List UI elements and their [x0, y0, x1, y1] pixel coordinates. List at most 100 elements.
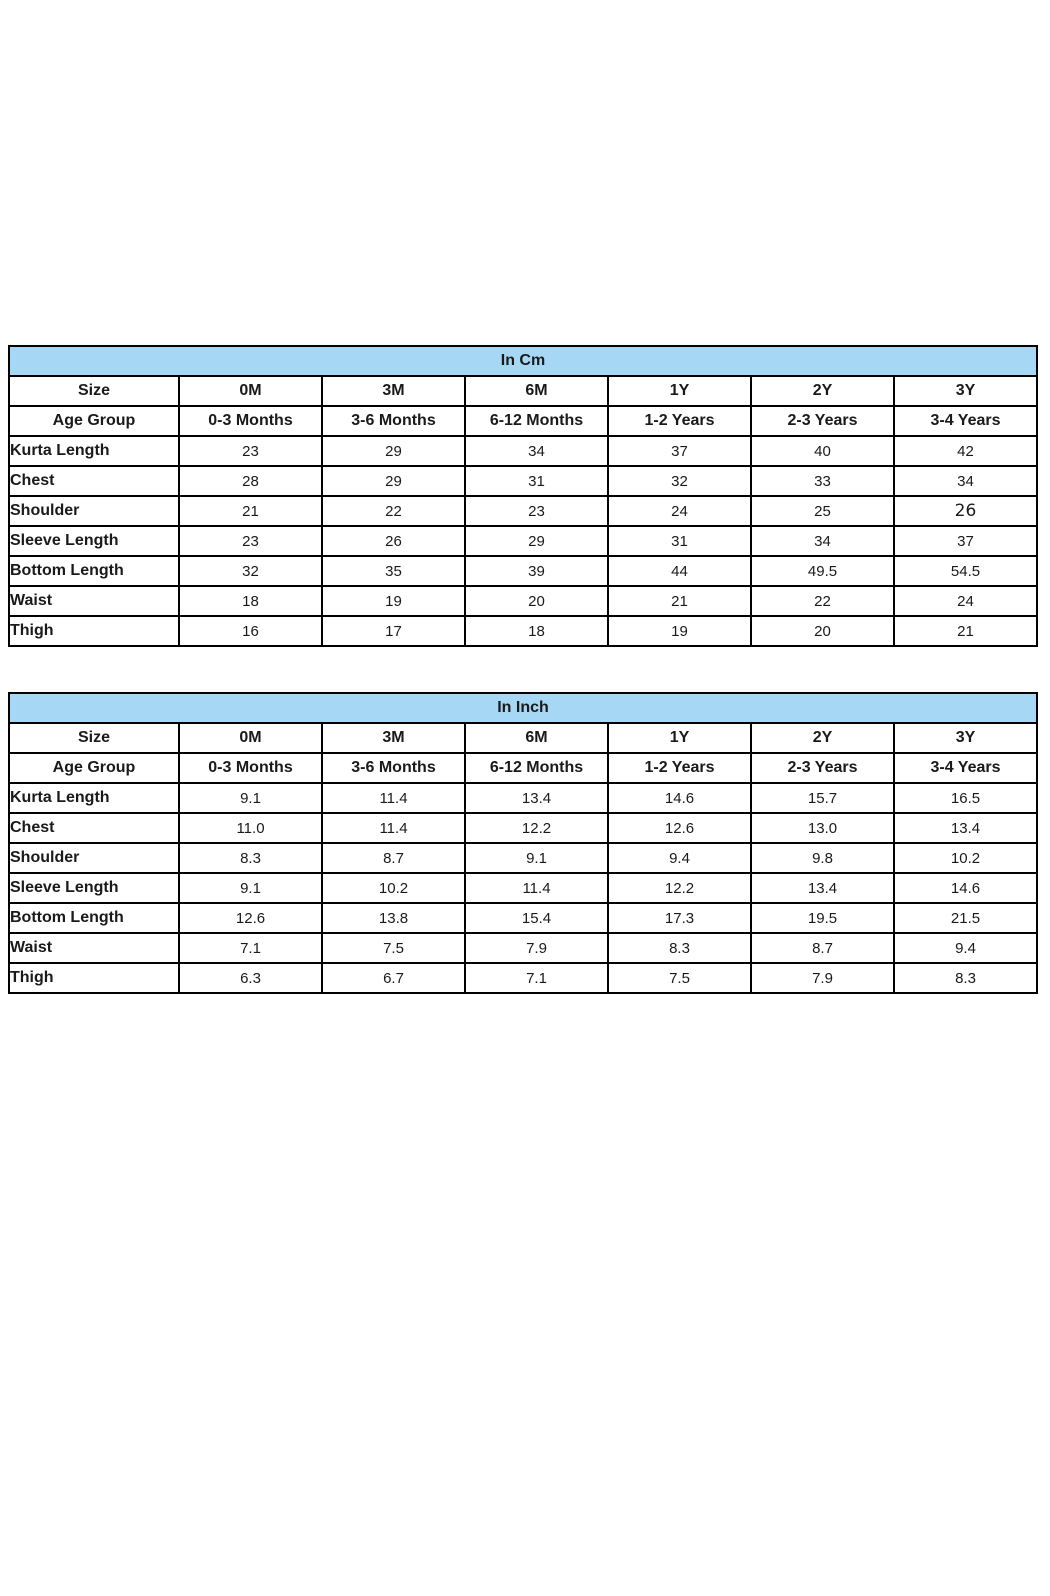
value-cell: 28 — [178, 465, 323, 497]
row-label: Bottom Length — [8, 902, 180, 934]
table-row: Sleeve Length 9.1 10.2 11.4 12.2 13.4 14.6 — [8, 872, 1038, 904]
value-cell: 7.5 — [321, 932, 466, 964]
value-cell: 7.1 — [464, 962, 609, 994]
table-header-row: Size 0M 3M 6M 1Y 2Y 3Y — [8, 722, 1038, 754]
size-chart-table-cm: In Cm Size 0M 3M 6M 1Y 2Y 3Y Age Group 0-3 Months… — [8, 345, 1038, 647]
header-cell: 3Y — [893, 722, 1038, 754]
row-label: Shoulder — [8, 842, 180, 874]
value-cell: 8.3 — [178, 842, 323, 874]
header-cell: 2-3 Years — [750, 405, 895, 437]
value-cell: 21 — [893, 615, 1038, 647]
value-cell: 32 — [178, 555, 323, 587]
header-row-label: Size — [8, 375, 180, 407]
value-cell: 16.5 — [893, 782, 1038, 814]
value-cell: 22 — [321, 495, 466, 527]
value-cell: 8.7 — [750, 932, 895, 964]
value-cell: 14.6 — [893, 872, 1038, 904]
value-cell: 26 — [321, 525, 466, 557]
value-cell: 23 — [464, 495, 609, 527]
table-header-row: Size 0M 3M 6M 1Y 2Y 3Y — [8, 375, 1038, 407]
value-cell: 9.1 — [178, 872, 323, 904]
header-cell: 3Y — [893, 375, 1038, 407]
header-cell: 0-3 Months — [178, 752, 323, 784]
value-cell: 26 — [893, 495, 1038, 527]
header-cell: 3M — [321, 375, 466, 407]
size-chart-table-inch: In Inch Size 0M 3M 6M 1Y 2Y 3Y Age Group 0-3 Mont… — [8, 692, 1038, 994]
row-label: Kurta Length — [8, 782, 180, 814]
row-label: Chest — [8, 465, 180, 497]
value-cell: 24 — [893, 585, 1038, 617]
value-cell: 7.9 — [464, 932, 609, 964]
table-row: Chest 11.0 11.4 12.2 12.6 13.0 13.4 — [8, 812, 1038, 844]
table-row: Waist 7.1 7.5 7.9 8.3 8.7 9.4 — [8, 932, 1038, 964]
table-row: Kurta Length 9.1 11.4 13.4 14.6 15.7 16.5 — [8, 782, 1038, 814]
value-cell: 31 — [464, 465, 609, 497]
value-cell: 34 — [893, 465, 1038, 497]
value-cell: 35 — [321, 555, 466, 587]
header-row-label: Age Group — [8, 405, 180, 437]
row-label: Bottom Length — [8, 555, 180, 587]
table-title: In Cm — [8, 345, 1038, 377]
value-cell: 11.0 — [178, 812, 323, 844]
value-cell: 40 — [750, 435, 895, 467]
value-cell: 23 — [178, 525, 323, 557]
value-cell: 25 — [750, 495, 895, 527]
table-row: Shoulder 8.3 8.7 9.1 9.4 9.8 10.2 — [8, 842, 1038, 874]
value-cell: 32 — [607, 465, 752, 497]
value-cell: 42 — [893, 435, 1038, 467]
value-cell: 18 — [464, 615, 609, 647]
value-cell: 19.5 — [750, 902, 895, 934]
value-cell: 9.4 — [607, 842, 752, 874]
header-cell: 2Y — [750, 722, 895, 754]
table-header-row: Age Group 0-3 Months 3-6 Months 6-12 Months… — [8, 752, 1038, 784]
value-cell: 6.3 — [178, 962, 323, 994]
row-label: Thigh — [8, 962, 180, 994]
value-cell: 33 — [750, 465, 895, 497]
value-cell: 7.5 — [607, 962, 752, 994]
row-label: Waist — [8, 585, 180, 617]
table-title-row: In Cm — [8, 345, 1038, 377]
value-cell: 34 — [464, 435, 609, 467]
header-cell: 6M — [464, 722, 609, 754]
value-cell: 21.5 — [893, 902, 1038, 934]
header-cell: 2-3 Years — [750, 752, 895, 784]
value-cell: 11.4 — [464, 872, 609, 904]
value-cell: 19 — [321, 585, 466, 617]
header-cell: 0M — [178, 375, 323, 407]
value-cell: 8.7 — [321, 842, 466, 874]
value-cell: 7.1 — [178, 932, 323, 964]
value-cell: 21 — [607, 585, 752, 617]
header-cell: 1-2 Years — [607, 405, 752, 437]
value-cell: 44 — [607, 555, 752, 587]
value-cell: 37 — [893, 525, 1038, 557]
value-cell: 6.7 — [321, 962, 466, 994]
header-cell: 3-6 Months — [321, 752, 466, 784]
value-cell: 13.4 — [464, 782, 609, 814]
value-cell: 9.1 — [464, 842, 609, 874]
value-cell: 8.3 — [893, 962, 1038, 994]
value-cell: 19 — [607, 615, 752, 647]
value-cell: 13.0 — [750, 812, 895, 844]
row-label: Sleeve Length — [8, 525, 180, 557]
header-cell: 6M — [464, 375, 609, 407]
value-cell: 37 — [607, 435, 752, 467]
header-row-label: Size — [8, 722, 180, 754]
value-cell: 16 — [178, 615, 323, 647]
table-row: Thigh 16 17 18 19 20 21 — [8, 615, 1038, 647]
table-row: Shoulder 21 22 23 24 25 26 — [8, 495, 1038, 527]
header-row-label: Age Group — [8, 752, 180, 784]
value-cell: 11.4 — [321, 782, 466, 814]
value-cell: 7.9 — [750, 962, 895, 994]
value-cell: 15.7 — [750, 782, 895, 814]
value-cell: 29 — [321, 465, 466, 497]
value-cell: 29 — [321, 435, 466, 467]
value-cell: 10.2 — [893, 842, 1038, 874]
row-label: Waist — [8, 932, 180, 964]
value-cell: 13.4 — [750, 872, 895, 904]
table-title-row: In Inch — [8, 692, 1038, 724]
value-cell: 39 — [464, 555, 609, 587]
header-cell: 6-12 Months — [464, 752, 609, 784]
header-cell: 3-4 Years — [893, 752, 1038, 784]
value-cell: 17.3 — [607, 902, 752, 934]
value-cell: 12.2 — [464, 812, 609, 844]
